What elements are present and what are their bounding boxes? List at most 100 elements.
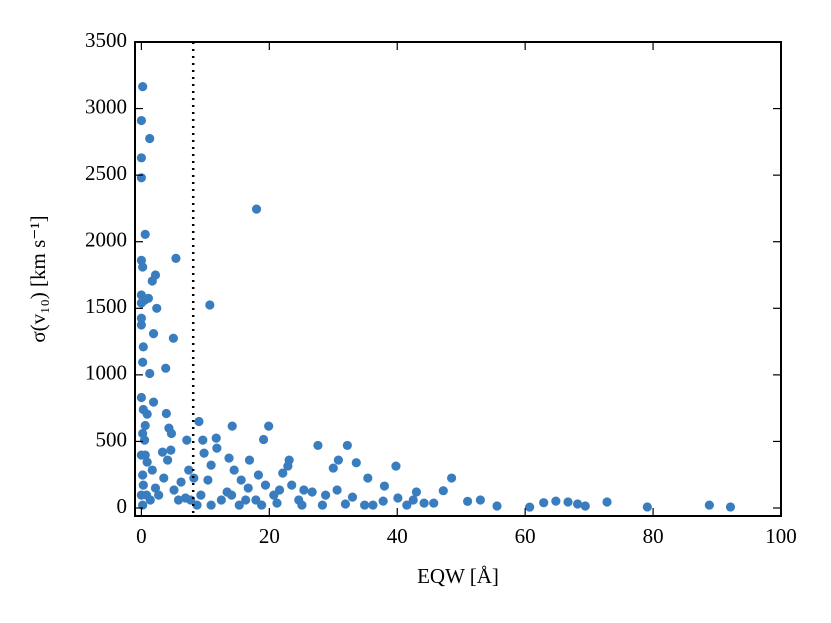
data-point [313, 440, 323, 451]
x-tick-label: 20 [259, 524, 280, 548]
data-point [580, 501, 590, 511]
data-point [342, 440, 352, 451]
data-point [157, 447, 168, 457]
data-point [206, 500, 216, 510]
data-point [147, 276, 157, 286]
data-point [368, 500, 378, 510]
data-point [393, 493, 403, 503]
data-point [140, 229, 150, 239]
data-point [138, 342, 148, 352]
data-point [163, 455, 173, 465]
data-point [138, 357, 148, 367]
data-point [462, 496, 473, 506]
data-point [138, 480, 148, 490]
data-point [475, 495, 485, 505]
data-point [363, 473, 373, 483]
data-point [166, 428, 177, 439]
y-axis-label: σ(v₁₀) [km s⁻¹] [26, 215, 50, 342]
data-point [227, 421, 237, 431]
data-point [307, 487, 317, 497]
data-point [142, 409, 152, 419]
data-point [136, 490, 146, 500]
data-point [360, 500, 370, 510]
data-point [234, 500, 244, 510]
data-point [278, 468, 288, 478]
data-point [391, 461, 401, 471]
data-point [205, 300, 215, 310]
data-point [150, 483, 161, 493]
data-point [139, 435, 150, 445]
data-point [236, 475, 246, 485]
data-point [136, 298, 146, 308]
data-point [173, 495, 184, 505]
y-tick-label: 3500 [85, 28, 127, 52]
data-point [244, 455, 255, 465]
data-point [182, 435, 192, 445]
data-point [299, 485, 309, 495]
data-point [573, 499, 583, 509]
x-tick-label: 60 [515, 524, 536, 548]
data-point [136, 313, 146, 323]
data-point [447, 473, 457, 483]
data-point [602, 497, 612, 507]
data-point [152, 303, 162, 313]
data-point [184, 465, 194, 475]
data-point [145, 133, 155, 144]
x-tick-label: 40 [387, 524, 408, 548]
data-point [283, 461, 293, 471]
data-point [258, 434, 269, 445]
data-point [159, 473, 169, 483]
data-point [411, 487, 422, 497]
data-point [438, 486, 448, 496]
data-point [317, 500, 328, 510]
data-point [525, 502, 535, 512]
data-point [347, 492, 358, 502]
data-point [136, 392, 146, 403]
x-tick-label: 100 [765, 524, 797, 548]
data-point [171, 253, 181, 263]
data-point [148, 328, 159, 339]
data-point [206, 460, 216, 470]
data-point [241, 495, 251, 505]
data-point [145, 368, 155, 379]
data-point [186, 495, 196, 505]
data-point [224, 453, 234, 463]
data-point [704, 500, 714, 510]
data-point [154, 490, 164, 500]
data-point [212, 443, 222, 453]
x-axis-label: EQW [Å] [417, 564, 499, 588]
data-point [402, 500, 412, 510]
data-point [194, 416, 204, 427]
data-point [563, 497, 573, 507]
data-point [251, 204, 262, 214]
data-point [136, 320, 146, 330]
data-point [176, 477, 186, 487]
data-point [725, 502, 736, 512]
data-point [243, 483, 253, 493]
y-tick-label: 2000 [85, 228, 127, 252]
data-point [136, 450, 146, 460]
data-point [138, 500, 148, 510]
data-point [328, 463, 338, 473]
data-point [192, 500, 202, 510]
data-point [189, 473, 199, 483]
data-point [429, 498, 439, 508]
data-point [378, 496, 388, 506]
data-point [203, 475, 213, 485]
data-point [148, 397, 159, 407]
y-tick-label: 2500 [85, 161, 127, 185]
data-point [321, 490, 331, 500]
data-point [260, 480, 271, 490]
data-point [551, 496, 561, 506]
data-point [166, 445, 176, 455]
data-point [257, 500, 267, 510]
data-point [408, 495, 418, 505]
data-point [138, 82, 148, 92]
x-tick-label: 80 [643, 524, 664, 548]
data-point [169, 485, 179, 495]
y-tick-label: 500 [96, 427, 128, 451]
data-point [138, 470, 148, 480]
data-point [229, 465, 239, 475]
data-point [168, 333, 178, 343]
